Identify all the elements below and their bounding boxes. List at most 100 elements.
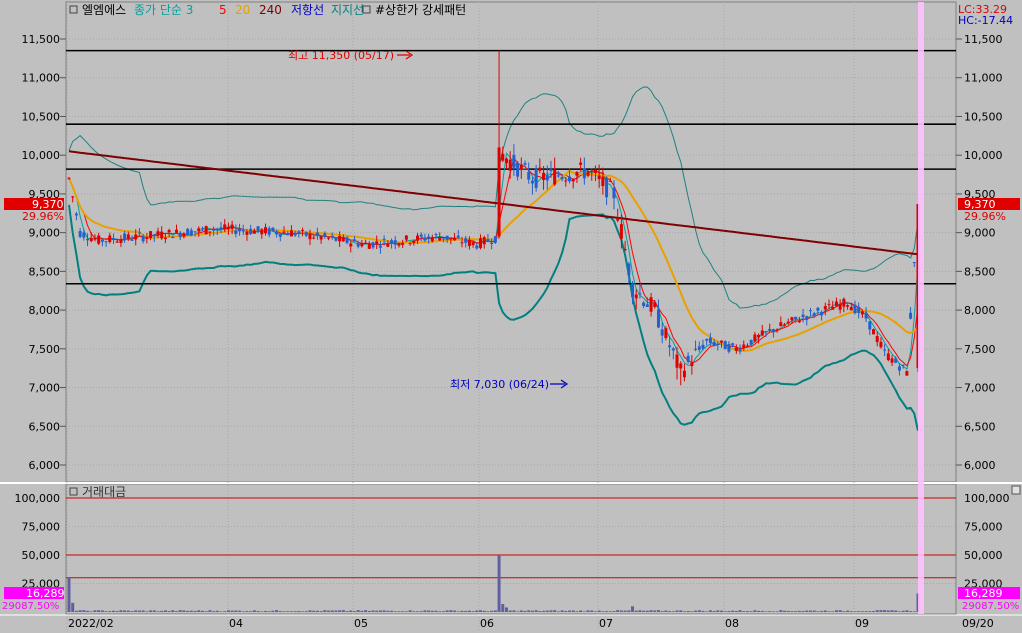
- legend-checkbox-price[interactable]: [69, 5, 78, 14]
- candle-body: [71, 196, 75, 198]
- high-arrow: [397, 50, 414, 60]
- volume-bar: [208, 610, 212, 612]
- current-price-badge-left: [4, 198, 64, 210]
- candle-body: [697, 346, 701, 350]
- candle-body: [816, 307, 820, 311]
- volume-bar: [727, 611, 731, 612]
- candle-body: [282, 231, 286, 233]
- volume-bar: [123, 610, 127, 612]
- volume-bar: [720, 610, 724, 612]
- volume-bar: [223, 611, 227, 612]
- volume-bar: [471, 611, 475, 612]
- volume-bar: [245, 611, 249, 612]
- candle-body: [842, 298, 846, 307]
- price-tick-label-right: 8,000: [964, 304, 996, 317]
- volume-bar: [334, 610, 338, 612]
- candle-body: [682, 370, 686, 378]
- ma5-line: [68, 156, 919, 367]
- date-tick-label: 09/20: [962, 617, 994, 630]
- volume-bar: [771, 611, 775, 612]
- legend-item: #상한가 강세패턴: [375, 3, 466, 17]
- volume-bar: [104, 611, 108, 612]
- price-tick-label-left: 11,500: [22, 33, 61, 46]
- price-tick-label-left: 8,000: [29, 304, 61, 317]
- candle-body: [271, 227, 275, 231]
- candle-body: [771, 329, 775, 333]
- volume-bar: [415, 611, 419, 612]
- volume-bar: [812, 610, 816, 612]
- volume-bar: [323, 610, 327, 612]
- volume-bar: [516, 611, 520, 612]
- volume-bar: [260, 611, 264, 612]
- volume-bar: [671, 611, 675, 612]
- volume-bar: [360, 610, 364, 612]
- volume-bar: [686, 611, 690, 612]
- candle-body: [497, 147, 501, 237]
- volume-bar: [679, 610, 683, 612]
- price-tick-label-left: 10,000: [22, 149, 61, 162]
- candle-body: [241, 230, 245, 232]
- volume-bar: [608, 611, 612, 612]
- volume-bar: [275, 610, 279, 612]
- date-tick-label: 09: [855, 617, 869, 630]
- panel-collapse-button[interactable]: [1011, 485, 1021, 495]
- volume-bar: [690, 611, 694, 612]
- candle-body: [808, 310, 812, 312]
- date-tick-label: 04: [229, 617, 243, 630]
- latest-day-highlight: [918, 2, 924, 614]
- ma20-line: [68, 169, 919, 353]
- volume-bar: [827, 611, 831, 612]
- candle-body: [716, 344, 720, 346]
- current-volume-badge-left: [4, 587, 64, 599]
- candle-body: [415, 235, 419, 241]
- volume-bar: [441, 611, 445, 612]
- volume-bar: [879, 610, 883, 612]
- volume-bar: [664, 610, 668, 612]
- volume-bar: [616, 610, 620, 612]
- volume-bar: [571, 610, 575, 612]
- volume-bar: [152, 610, 156, 612]
- candle-body: [694, 348, 698, 350]
- legend: 엘엠에스 종가 단순 3 5 20 240 저항선 지지선 #상한가 강세패턴: [82, 3, 466, 17]
- candle-body: [894, 358, 898, 363]
- candle-body: [67, 177, 71, 179]
- price-tick-label-left: 11,000: [22, 72, 61, 85]
- candle-body: [686, 355, 690, 362]
- volume-bar: [738, 610, 742, 612]
- current-volume-pct-right: 29087.50%: [962, 601, 1019, 612]
- candle-body: [356, 243, 360, 247]
- candle-body: [623, 248, 627, 251]
- candle-body: [149, 231, 153, 239]
- volume-bar: [545, 610, 549, 612]
- volume-bar: [820, 610, 824, 612]
- candle-body: [352, 239, 356, 242]
- candle-body: [875, 336, 879, 343]
- candle-body: [163, 237, 167, 239]
- volume-bar: [775, 611, 779, 612]
- legend-checkbox-volume[interactable]: [69, 487, 78, 496]
- candle-body: [660, 329, 664, 336]
- volume-bar: [175, 611, 179, 612]
- candle-body: [783, 324, 787, 326]
- volume-bar: [67, 577, 71, 612]
- volume-bar: [160, 610, 164, 612]
- volume-bar: [875, 610, 879, 612]
- volume-bar: [786, 610, 790, 612]
- volume-bar: [186, 610, 190, 612]
- legend-item: 종가 단순 3: [134, 3, 193, 17]
- volume-bar: [212, 611, 216, 612]
- candle-body: [475, 245, 479, 249]
- candle-body: [230, 224, 234, 230]
- volume-bar: [912, 611, 916, 612]
- volume-bar: [364, 610, 368, 612]
- candle-body: [453, 237, 457, 241]
- date-tick-label: 07: [599, 617, 613, 630]
- candle-body: [827, 304, 831, 306]
- candle-body: [219, 227, 223, 229]
- volume-bar: [605, 611, 609, 612]
- volume-bar: [668, 611, 672, 612]
- candle-body: [642, 302, 646, 307]
- candle-body: [568, 176, 572, 182]
